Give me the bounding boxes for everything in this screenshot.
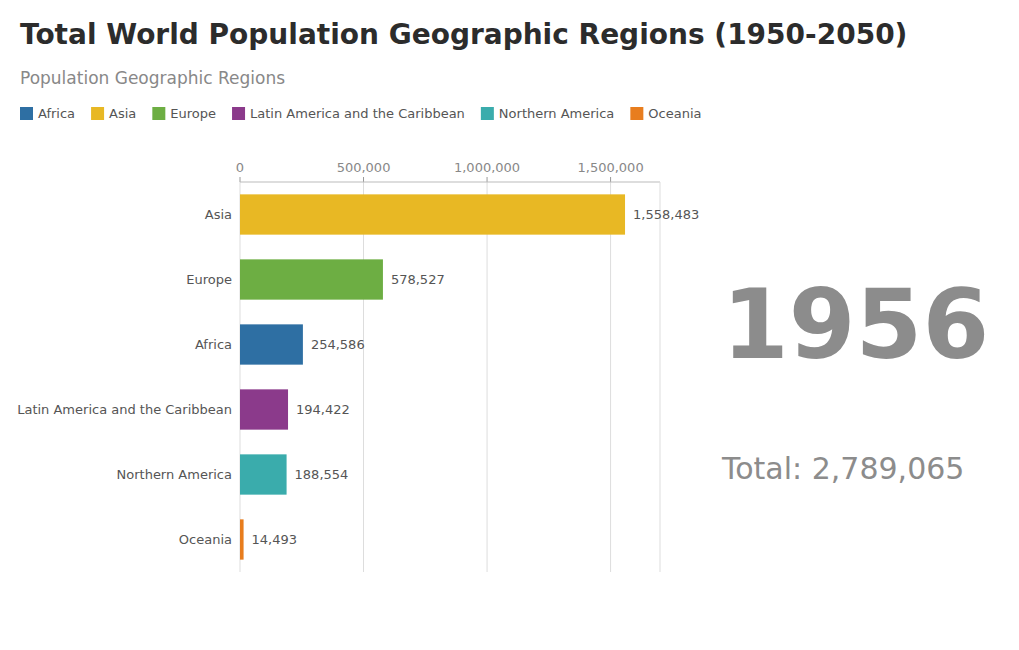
tick-label: 500,000 [337, 160, 391, 175]
tick-mark [487, 177, 488, 182]
legend-label: Northern America [499, 106, 614, 121]
axis-line [240, 182, 660, 183]
legend-label: Oceania [648, 106, 701, 121]
chart: Total World Population Geographic Region… [0, 0, 1019, 650]
tick-label: 1,000,000 [454, 160, 520, 175]
legend-swatch [152, 107, 165, 120]
data-label: 1,558,483 [633, 207, 699, 222]
legend: Africa Asia Europe Latin America and the Ca… [20, 106, 702, 121]
bar [240, 519, 244, 559]
category-label: Northern America [117, 467, 232, 482]
legend-label: Africa [38, 106, 75, 121]
legend-label: Latin America and the Caribbean [250, 106, 465, 121]
grid-line [610, 182, 611, 572]
grid-line [363, 182, 364, 572]
legend-swatch [91, 107, 104, 120]
title: Total World Population Geographic Region… [20, 18, 907, 51]
legend-swatch [630, 107, 643, 120]
category-label: Asia [205, 207, 232, 222]
x-axis: 0 500,000 1,000,000 1,500,000 [236, 160, 660, 572]
data-label: 188,554 [295, 467, 349, 482]
legend-label: Europe [170, 106, 216, 121]
bar [240, 389, 288, 429]
bar [240, 194, 625, 234]
data-label: 254,586 [311, 337, 365, 352]
tick-label: 1,500,000 [578, 160, 644, 175]
subtitle: Population Geographic Regions [20, 68, 285, 88]
range-end [660, 182, 661, 572]
grid-line [487, 182, 488, 572]
data-label: 578,527 [391, 272, 445, 287]
legend-swatch [481, 107, 494, 120]
data-labels: 254,586 1,558,483 578,527 194,422 188,554 14,… [252, 207, 700, 547]
category-label: Latin America and the Caribbean [17, 402, 232, 417]
legend-label: Asia [109, 106, 136, 121]
bars [240, 194, 625, 559]
bar [240, 454, 287, 494]
bar [240, 259, 383, 299]
tick-mark [610, 177, 611, 182]
y-axis: Asia Europe Africa Latin America and the Ca… [17, 207, 232, 547]
bar [240, 324, 303, 364]
tick-mark [363, 177, 364, 182]
legend-swatch [20, 107, 33, 120]
background [0, 0, 1019, 650]
grid [240, 182, 611, 572]
category-label: Africa [195, 337, 232, 352]
total-annotation: Total: 2,789,065 [721, 451, 964, 486]
grid-line [240, 182, 241, 572]
category-label: Europe [186, 272, 232, 287]
data-label: 194,422 [296, 402, 350, 417]
data-label: 14,493 [252, 532, 298, 547]
tick-label: 0 [236, 160, 244, 175]
category-label: Oceania [179, 532, 232, 547]
legend-swatch [232, 107, 245, 120]
year-annotation: 1956 [722, 269, 989, 381]
annotations: 1956 Total: 2,789,065 [721, 269, 989, 486]
tick-mark [240, 177, 241, 182]
